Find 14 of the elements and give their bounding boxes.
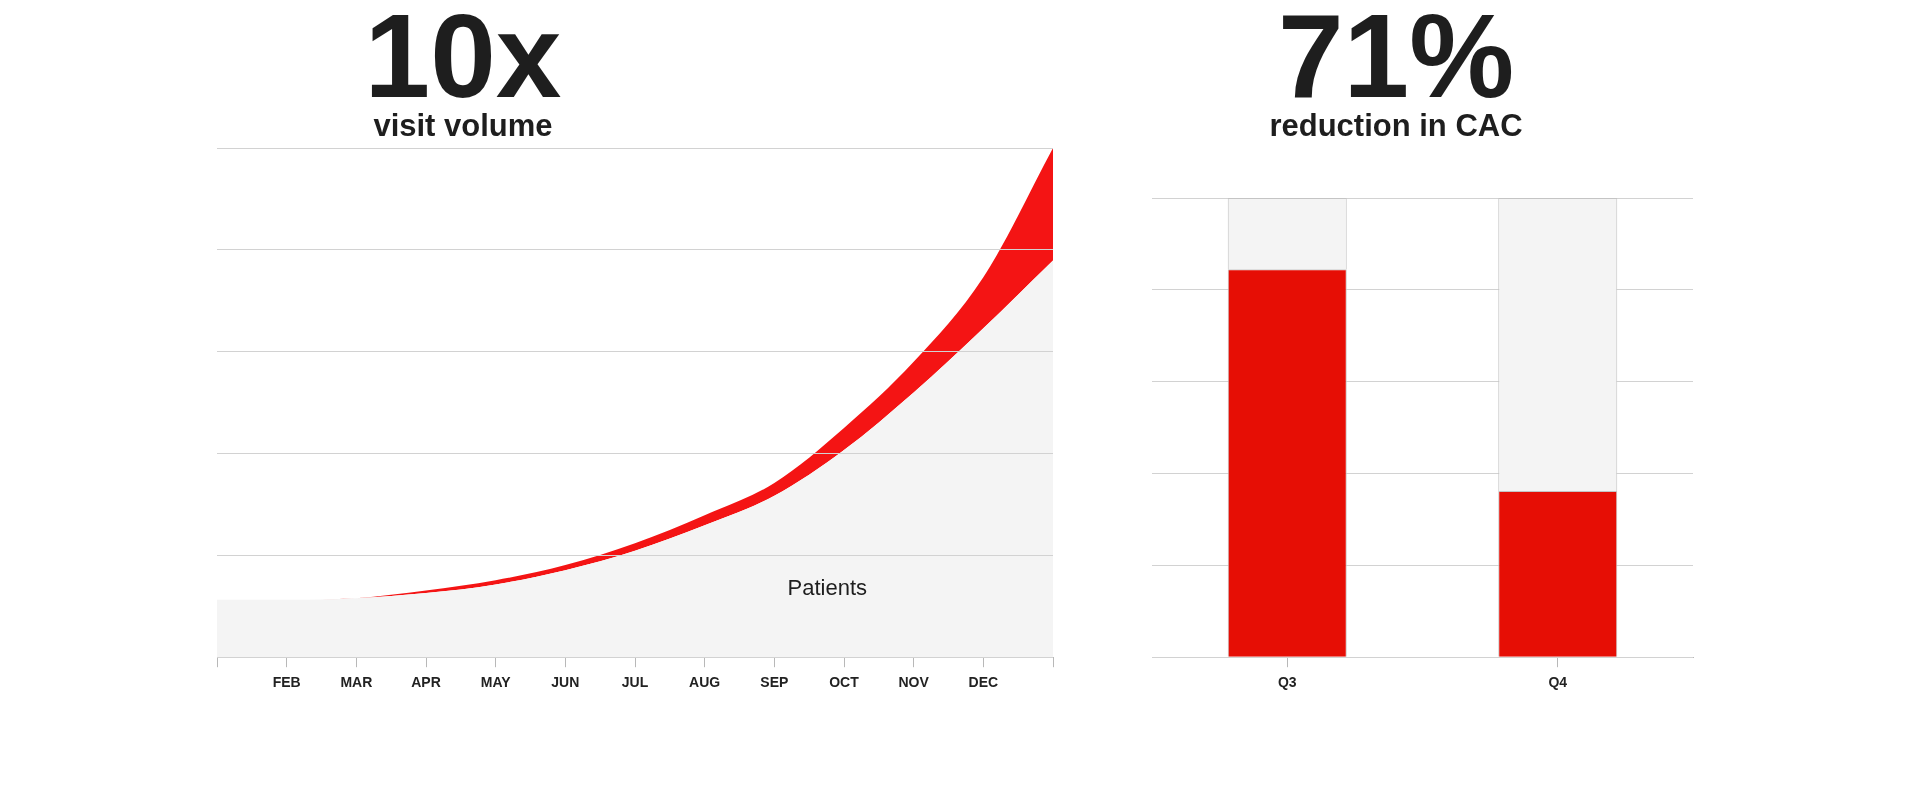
x-tick-label: Q4 (1548, 674, 1568, 691)
x-tick-label: AUG (689, 674, 721, 691)
x-tick-label: SEP (760, 674, 789, 691)
x-tick-label: JUN (551, 674, 580, 691)
x-tick-label: MAR (340, 674, 373, 691)
x-tick-label: NOV (898, 674, 930, 691)
series-label: Patients (787, 574, 868, 600)
x-tick-label: FEB (272, 674, 301, 691)
x-tick-label: JUL (621, 674, 649, 691)
x-tick-label: OCT (829, 674, 860, 691)
x-tick-label: APR (411, 674, 441, 691)
x-tick-label: DEC (968, 674, 999, 691)
x-tick-label: MAY (480, 674, 512, 691)
x-tick-label: Q3 (1277, 674, 1297, 691)
